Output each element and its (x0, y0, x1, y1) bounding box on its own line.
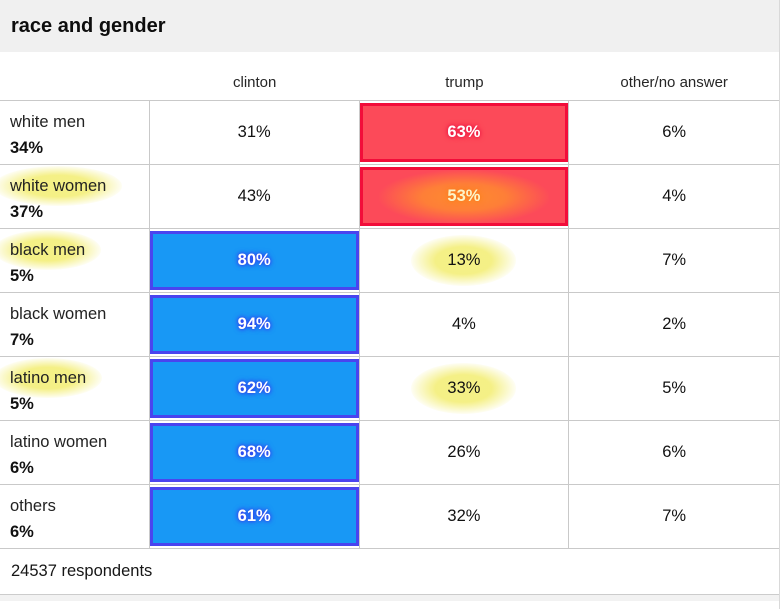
cell-value: 80% (237, 251, 271, 269)
cell-value: 63% (447, 123, 481, 141)
cell-value: 4% (662, 187, 687, 205)
cell-value: 13% (411, 235, 517, 286)
trump-win-fill: 63% (359, 103, 569, 162)
row-label-cell: white women 37% (0, 165, 150, 228)
cell-other: 5% (569, 357, 779, 420)
cell-clinton: 94% (149, 293, 360, 356)
cell-value: 61% (237, 507, 271, 525)
table-row: white men 34% 31% 63% 6% (0, 101, 779, 165)
clinton-win-fill: 61% (149, 487, 359, 546)
table-row: black women 7% 94% 4% 2% (0, 293, 779, 357)
row-label-cell: latino women 6% (0, 421, 150, 484)
cell-trump: 4% (360, 293, 570, 356)
column-header-other: other/no answer (620, 74, 728, 91)
cell-other: 4% (569, 165, 779, 228)
cell-other: 6% (569, 101, 779, 164)
cell-trump: 13% (360, 229, 570, 292)
row-electorate-share: 7% (10, 331, 34, 349)
cell-value: 7% (662, 251, 687, 269)
cell-trump: 32% (360, 485, 570, 548)
row-label-cell: others 6% (0, 485, 150, 548)
row-label: latino men (10, 369, 87, 387)
row-label-cell: black women 7% (0, 293, 150, 356)
cell-value: 32% (447, 507, 481, 525)
clinton-win-fill: 94% (149, 295, 359, 354)
row-label: latino women (10, 433, 108, 451)
clinton-win-fill: 80% (149, 231, 359, 290)
cell-value: 6% (662, 443, 687, 461)
cell-value: 6% (662, 123, 687, 141)
row-label: white women (10, 177, 107, 195)
table-row: others 6% 61% 32% 7% (0, 485, 779, 549)
cell-clinton: 43% (150, 165, 360, 228)
table-row: latino women 6% 68% 26% 6% (0, 421, 779, 485)
column-header-row: clinton trump other/no answer (0, 52, 779, 100)
cell-value: 31% (237, 123, 271, 141)
trump-win-fill: 53% (359, 167, 569, 226)
cell-value: 62% (237, 379, 271, 397)
cell-value: 2% (662, 315, 687, 333)
cell-clinton: 62% (149, 357, 360, 420)
row-electorate-share: 34% (10, 139, 44, 157)
row-electorate-share: 5% (10, 395, 34, 413)
table-row: white women 37% 43% 53% 4% (0, 165, 779, 229)
cell-value: 5% (662, 379, 687, 397)
row-label: white men (10, 113, 86, 131)
section-header: race and gender (0, 0, 779, 52)
cell-clinton: 61% (149, 485, 360, 548)
cell-other: 6% (569, 421, 779, 484)
row-label-cell: black men 5% (0, 229, 150, 292)
row-label: black women (10, 305, 107, 323)
clinton-win-fill: 68% (149, 423, 359, 482)
cell-value: 53% (447, 187, 481, 205)
respondents-note: 24537 respondents (0, 549, 779, 595)
cell-trump: 33% (360, 357, 570, 420)
results-table: white men 34% 31% 63% 6% white women 37% 43% 53%… (0, 100, 779, 549)
cell-value: 68% (237, 443, 271, 461)
cell-other: 7% (569, 485, 779, 548)
column-header-clinton: clinton (233, 74, 277, 91)
clinton-win-fill: 62% (149, 359, 359, 418)
row-electorate-share: 6% (10, 459, 34, 477)
page-title: race and gender (11, 14, 166, 37)
cell-trump: 53% (359, 165, 570, 228)
cell-clinton: 68% (149, 421, 360, 484)
cell-value: 43% (237, 187, 271, 205)
table-row: black men 5% 80% 13% 7% (0, 229, 779, 293)
row-label-cell: latino men 5% (0, 357, 150, 420)
cell-value: 26% (447, 443, 481, 461)
row-electorate-share: 5% (10, 267, 34, 285)
cell-value: 94% (237, 315, 271, 333)
column-header-trump: trump (445, 74, 484, 91)
table-row: latino men 5% 62% 33% 5% (0, 357, 779, 421)
cell-value: 33% (411, 363, 517, 414)
cell-clinton: 31% (150, 101, 360, 164)
cell-other: 7% (569, 229, 779, 292)
cell-trump: 63% (359, 101, 570, 164)
row-label-cell: white men 34% (0, 101, 150, 164)
cell-other: 2% (569, 293, 779, 356)
cell-clinton: 80% (149, 229, 360, 292)
row-label: others (10, 497, 56, 515)
row-label: black men (10, 241, 86, 259)
cell-value: 4% (451, 315, 476, 333)
cell-trump: 26% (360, 421, 570, 484)
cell-value: 7% (662, 507, 687, 525)
row-electorate-share: 37% (10, 203, 44, 221)
bottom-strip (0, 595, 779, 601)
row-electorate-share: 6% (10, 523, 34, 541)
